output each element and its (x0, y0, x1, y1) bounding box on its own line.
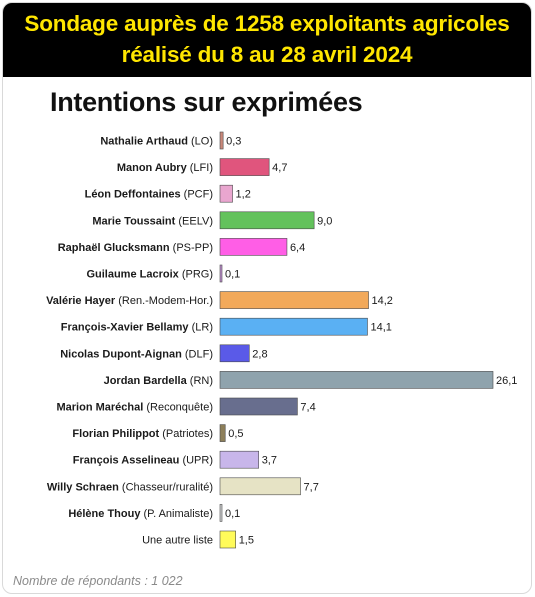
category-label: François Asselineau (UPR) (73, 455, 213, 467)
candidate-name: Jordan Bardella (104, 375, 190, 387)
bar (219, 344, 250, 363)
party-name: (PRG) (182, 269, 213, 281)
bar (219, 450, 260, 469)
party-name: (Ren.-Modem-Hor.) (118, 295, 213, 307)
value-label: 0,3 (226, 136, 241, 148)
value-label: 1,5 (239, 535, 254, 547)
candidate-name: Valérie Hayer (46, 295, 118, 307)
candidate-name: Nathalie Arthaud (100, 136, 191, 148)
candidate-name: Willy Schraen (47, 481, 122, 493)
candidate-name: François Asselineau (73, 455, 183, 467)
party-name: (Chasseur/ruralité) (122, 481, 213, 493)
category-label: Manon Aubry (LFI) (117, 162, 213, 174)
party-name: (EELV) (178, 215, 213, 227)
category-label: Nathalie Arthaud (LO) (100, 136, 213, 148)
category-label: Raphaël Glucksmann (PS-PP) (58, 242, 213, 254)
candidate-name: Marie Toussaint (92, 215, 178, 227)
party-name: (PCF) (184, 189, 213, 201)
bar (219, 504, 223, 522)
party-name: (P. Animaliste) (144, 508, 214, 520)
category-label: François-Xavier Bellamy (LR) (61, 322, 213, 334)
category-label: Léon Deffontaines (PCF) (85, 189, 213, 201)
bar (219, 158, 270, 176)
bar (219, 317, 368, 336)
header-line-1: Sondage auprès de 1258 exploitants agric… (24, 11, 510, 36)
category-label: Hélène Thouy (P. Animaliste) (68, 508, 213, 520)
party-name: (Patriotes) (162, 428, 213, 440)
candidate-name: Manon Aubry (117, 162, 190, 174)
party-name: (UPR) (182, 455, 213, 467)
value-label: 9,0 (317, 215, 332, 227)
category-label: Nicolas Dupont-Aignan (DLF) (60, 348, 213, 360)
bar (219, 264, 223, 283)
candidate-name: Hélène Thouy (68, 508, 143, 520)
candidate-name: Léon Deffontaines (85, 189, 184, 201)
value-label: 7,4 (300, 402, 315, 414)
value-label: 26,1 (496, 375, 517, 387)
candidate-name: Florian Philippot (72, 428, 162, 440)
party-name: (PS-PP) (173, 242, 213, 254)
party-name: (Reconquête) (146, 402, 213, 414)
category-label: Willy Schraen (Chasseur/ruralité) (47, 481, 213, 493)
value-label: 4,7 (272, 162, 287, 174)
header-line-2: réalisé du 8 au 28 avril 2024 (121, 42, 413, 67)
party-name: (LO) (191, 136, 213, 148)
value-label: 3,7 (262, 455, 277, 467)
category-label: Jordan Bardella (RN) (104, 375, 213, 387)
bar-chart: Nathalie Arthaud (LO) 0,3 Manon Aubry (LFI… (46, 131, 517, 549)
party-name: (RN) (190, 375, 213, 387)
bar (219, 530, 236, 549)
bar (219, 211, 315, 230)
bar (219, 477, 301, 496)
header-banner: Sondage auprès de 1258 exploitants agric… (3, 3, 531, 77)
candidate-name: Guilaume Lacroix (86, 269, 181, 281)
category-label: Une autre liste (142, 535, 213, 547)
respondents-footnote: Nombre de répondants : 1 022 (13, 574, 183, 588)
candidate-name: Marion Maréchal (56, 402, 146, 414)
value-label: 7,7 (304, 481, 319, 493)
party-name: Une autre liste (142, 535, 213, 547)
bar (219, 397, 298, 416)
bar (219, 371, 494, 389)
bar (219, 238, 288, 256)
category-label: Florian Philippot (Patriotes) (72, 428, 213, 440)
party-name: (DLF) (185, 348, 213, 360)
bar (219, 291, 369, 309)
value-label: 14,1 (370, 322, 391, 334)
value-label: 0,1 (225, 508, 240, 520)
value-label: 6,4 (290, 242, 305, 254)
candidate-name: Raphaël Glucksmann (58, 242, 173, 254)
value-label: 1,2 (236, 189, 251, 201)
value-label: 0,5 (228, 428, 243, 440)
category-label: Guilaume Lacroix (PRG) (86, 269, 213, 281)
category-label: Valérie Hayer (Ren.-Modem-Hor.) (46, 295, 213, 307)
bar (219, 131, 224, 150)
value-label: 2,8 (252, 348, 267, 360)
bar (219, 424, 226, 442)
category-label: Marion Maréchal (Reconquête) (56, 402, 213, 414)
candidate-name: Nicolas Dupont-Aignan (60, 348, 185, 360)
bar (219, 184, 233, 203)
candidate-name: François-Xavier Bellamy (61, 322, 192, 334)
chart-title: Intentions sur exprimées (50, 87, 363, 117)
party-name: (LR) (192, 322, 213, 334)
value-label: 14,2 (372, 295, 393, 307)
value-label: 0,1 (225, 269, 240, 281)
party-name: (LFI) (190, 162, 213, 174)
category-label: Marie Toussaint (EELV) (92, 215, 213, 227)
